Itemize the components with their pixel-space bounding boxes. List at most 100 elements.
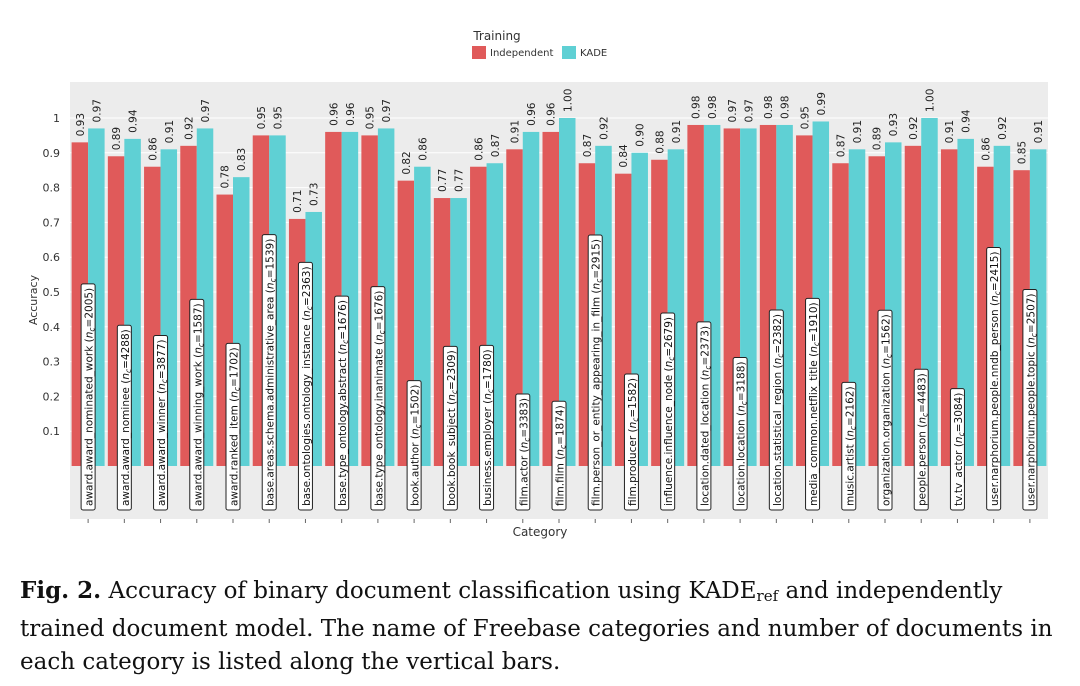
category-label-text: base.areas.schema.administrative_area (n… [265,239,278,506]
data-label: 0.89 [111,127,123,150]
data-label: 0.98 [707,96,719,119]
category-label: film.actor (nc=3383) [515,393,531,511]
y-tick-label: 0.3 [43,356,61,369]
data-label: 0.92 [997,116,1009,139]
category-label-box [587,234,603,511]
category-label-text: base.ontologies.ontology_instance (nc=23… [301,266,314,506]
category-label-box [442,345,458,511]
category-label: base.type_ontology.abstract (nc=1676) [334,295,350,511]
category-label-box [949,388,965,511]
category-label: award.award_nominee (nc=4288) [116,324,133,511]
category-label-box [225,342,241,511]
category-label-text: book.author (nc=1502) [410,385,423,506]
category-label-text: award.award_winner (nc=3877) [156,339,169,506]
legend-label-kade: KADE [580,48,607,59]
category-label: award.ranked_item (nc=1702) [225,342,242,511]
category-label: user.narphorium.people.nndb_person (nc=2… [986,246,1002,511]
data-label: 0.99 [816,92,828,115]
legend-label-independent: Independent [490,48,553,59]
data-label: 0.94 [128,109,140,133]
y-tick-label: 0.1 [43,425,61,438]
bar-independent [940,149,958,466]
data-label: 0.86 [473,137,485,161]
category-label-box [696,321,712,511]
category-label: location.statistical_region (nc=2382) [768,309,785,511]
category-label: business.employer (nc=1780) [479,344,495,511]
category-label-box [297,261,313,511]
data-label: 0.97 [200,99,212,122]
category-label-text: base.type_ontology.inanimate (nc=1676) [373,291,386,506]
y-tick-label: 0.8 [43,182,61,195]
category-label-box [515,393,531,511]
data-label: 0.97 [743,99,755,122]
category-label-box [768,309,784,511]
data-label: 0.71 [292,190,304,213]
data-label: 0.91 [671,120,683,143]
caption-subscript: ref [756,587,779,605]
category-label-text: people.person (nc=4483) [917,373,930,506]
category-label-box [732,356,748,511]
category-label: award.award_winner (nc=3877) [153,334,169,511]
category-label: award.award_winning_work (nc=1587) [189,298,205,511]
x-axis-label: Category [513,525,568,539]
y-tick-label: 0.7 [43,216,61,229]
data-label: 1.00 [562,89,574,112]
y-tick-label: 0.4 [43,321,61,334]
data-label: 0.90 [635,123,647,146]
category-label-box [479,344,495,511]
data-label: 0.93 [75,113,87,136]
category-label-box [189,298,205,511]
legend-swatch-kade [562,46,576,59]
data-label: 0.96 [526,102,538,126]
category-label-box [261,234,277,511]
data-label: 0.95 [799,106,811,129]
data-label: 0.78 [220,165,232,188]
category-label-box [153,334,169,511]
category-label-box [805,297,821,511]
data-label: 0.97 [91,99,103,122]
figure-caption: Fig. 2. Accuracy of binary document clas… [20,574,1065,679]
data-label: 0.94 [961,109,973,133]
data-label: 0.91 [510,120,522,143]
category-label: influence.influence_node (nc=2679) [660,312,676,511]
caption-text-after: and independently trained document model… [20,578,1053,675]
y-tick-label: 0.2 [43,390,61,403]
y-tick-label: 0.6 [43,251,61,264]
data-label: 0.96 [328,102,340,126]
data-label: 0.88 [654,130,666,153]
category-label-text: location.location (nc=3188) [736,361,749,506]
category-label-box [623,373,639,511]
category-label-box [406,380,422,511]
bar-kade [957,138,974,466]
category-label: award.award_nominated_work (nc=2005) [80,283,97,511]
category-label-text: film.actor (nc=3383) [518,398,531,506]
data-label: 0.77 [437,169,449,192]
bar-kade [559,118,576,466]
category-label: music.artist (nc=2162) [841,381,857,511]
data-label: 0.82 [401,151,413,174]
y-tick-label: 1 [53,112,60,125]
category-label: location.location (nc=3188) [732,356,749,511]
data-label: 0.77 [454,169,466,192]
caption-fig-label: Fig. 2. [20,577,102,604]
data-label: 0.84 [618,144,630,168]
category-label-text: book.book_subject (nc=2309) [446,350,459,506]
data-label: 1.00 [924,89,936,112]
category-label-box [80,283,96,511]
y-axis-label: Accuracy [27,274,40,325]
category-label: base.type_ontology.inanimate (nc=1676) [370,286,386,511]
category-label-box [551,400,567,511]
category-label-text: user.narphorium.people.nndb_person (nc=2… [989,251,1002,506]
bar-independent [542,131,559,467]
bar-independent [506,149,523,466]
data-label: 0.96 [546,102,558,126]
legend-swatch-independent [472,46,486,59]
category-label: media_common.netflix_title (nc=1910) [805,297,821,511]
bar-kade [522,131,540,467]
data-label: 0.97 [381,99,393,122]
category-label: base.areas.schema.administrative_area (n… [261,234,278,511]
data-label: 0.91 [852,120,864,143]
data-label: 0.86 [980,137,992,161]
category-label: film.film (nc=1874) [551,400,568,511]
category-label-text: film.producer (nc=1582) [627,378,640,506]
